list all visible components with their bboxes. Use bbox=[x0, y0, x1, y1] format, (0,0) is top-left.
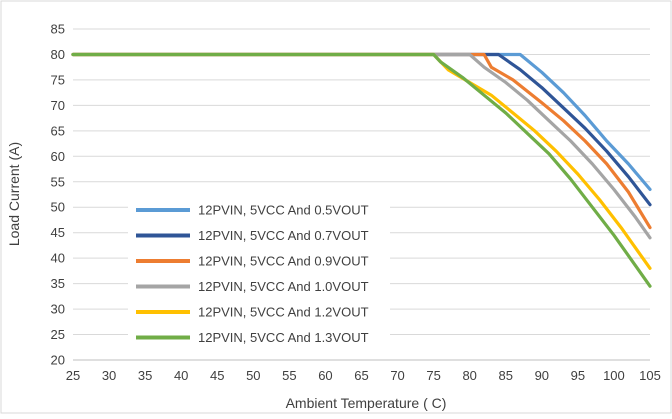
legend-label-6: 12PVIN, 5VCC And 1.3VOUT bbox=[198, 330, 369, 345]
series-line-6 bbox=[71, 52, 652, 288]
legend-label-4: 12PVIN, 5VCC And 1.0VOUT bbox=[198, 279, 369, 294]
y-tick-label: 50 bbox=[51, 200, 65, 215]
y-tick-label: 40 bbox=[51, 251, 65, 266]
x-tick-label: 25 bbox=[66, 368, 80, 383]
x-tick-label: 35 bbox=[138, 368, 152, 383]
x-tick-label: 50 bbox=[246, 368, 260, 383]
y-axis-title: Load Current (A) bbox=[6, 142, 22, 246]
x-tick-label: 60 bbox=[318, 368, 332, 383]
legend-label-2: 12PVIN, 5VCC And 0.7VOUT bbox=[198, 228, 369, 243]
series-line-5 bbox=[71, 52, 652, 270]
x-tick-label: 45 bbox=[210, 368, 224, 383]
y-tick-label: 80 bbox=[51, 47, 65, 62]
legend-label-1: 12PVIN, 5VCC And 0.5VOUT bbox=[198, 203, 369, 218]
x-axis-title: Ambient Temperature ( C) bbox=[286, 395, 447, 411]
series-layer bbox=[71, 52, 652, 288]
y-tick-label: 75 bbox=[51, 72, 65, 87]
legend-label-3: 12PVIN, 5VCC And 0.9VOUT bbox=[198, 254, 369, 269]
x-tick-label: 70 bbox=[390, 368, 404, 383]
x-tick-label: 75 bbox=[426, 368, 440, 383]
x-tick-label: 100 bbox=[603, 368, 625, 383]
legend-box bbox=[128, 192, 390, 358]
y-tick-label: 60 bbox=[51, 149, 65, 164]
legend-label-5: 12PVIN, 5VCC And 1.2VOUT bbox=[198, 305, 369, 320]
x-tick-label: 40 bbox=[174, 368, 188, 383]
x-tick-label: 65 bbox=[354, 368, 368, 383]
x-tick-label: 95 bbox=[571, 368, 585, 383]
series-line-4 bbox=[71, 52, 652, 240]
x-tick-label: 30 bbox=[102, 368, 116, 383]
x-axis-ticks: 25 30 35 40 45 50 55 60 65 70 75 80 85 90 95 100 105 bbox=[66, 368, 661, 383]
y-tick-label: 65 bbox=[51, 123, 65, 138]
y-tick-label: 45 bbox=[51, 225, 65, 240]
x-tick-label: 80 bbox=[462, 368, 476, 383]
y-tick-label: 25 bbox=[51, 327, 65, 342]
y-tick-label: 70 bbox=[51, 98, 65, 113]
x-tick-label: 90 bbox=[535, 368, 549, 383]
y-tick-label: 30 bbox=[51, 302, 65, 317]
y-tick-label: 20 bbox=[51, 353, 65, 368]
y-tick-label: 55 bbox=[51, 174, 65, 189]
x-tick-label: 85 bbox=[499, 368, 513, 383]
x-tick-label: 55 bbox=[282, 368, 296, 383]
legend: 12PVIN, 5VCC And 0.5VOUT 12PVIN, 5VCC And… bbox=[128, 192, 390, 358]
y-axis-ticks: 20 25 30 35 40 45 50 55 60 65 70 75 80 85 bbox=[51, 22, 65, 368]
y-tick-label: 35 bbox=[51, 276, 65, 291]
x-tick-label: 105 bbox=[639, 368, 661, 383]
y-tick-label: 85 bbox=[51, 22, 65, 37]
